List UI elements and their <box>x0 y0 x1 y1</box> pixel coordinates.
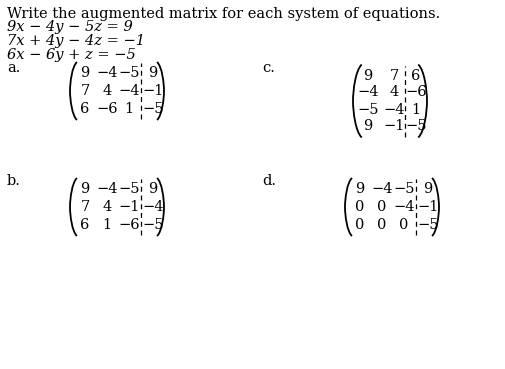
Text: −1: −1 <box>383 120 405 134</box>
Text: −5: −5 <box>118 182 140 196</box>
Text: Write the augmented matrix for each system of equations.: Write the augmented matrix for each syst… <box>7 7 440 21</box>
Text: −6: −6 <box>118 218 140 232</box>
Text: 7: 7 <box>389 69 398 83</box>
Text: −4: −4 <box>383 103 405 117</box>
Text: 6: 6 <box>80 218 90 232</box>
Text: 9x − 4y − 5z = 9: 9x − 4y − 5z = 9 <box>7 20 133 34</box>
Text: −4: −4 <box>357 86 379 100</box>
Text: 0: 0 <box>399 218 409 232</box>
Text: 7: 7 <box>80 200 89 214</box>
Text: −4: −4 <box>142 200 164 214</box>
Text: −6: −6 <box>96 102 118 116</box>
Text: 0: 0 <box>377 218 387 232</box>
Text: 9: 9 <box>423 182 433 196</box>
Text: −5: −5 <box>405 120 427 134</box>
Text: 9: 9 <box>364 69 373 83</box>
Text: 9: 9 <box>356 182 365 196</box>
Text: 7x + 4y − 4z = −1: 7x + 4y − 4z = −1 <box>7 34 145 48</box>
Text: −5: −5 <box>393 182 415 196</box>
Text: 0: 0 <box>356 218 365 232</box>
Text: 0: 0 <box>356 200 365 214</box>
Text: 0: 0 <box>377 200 387 214</box>
Text: −1: −1 <box>417 200 439 214</box>
Text: 9: 9 <box>80 66 89 80</box>
Text: 6: 6 <box>80 102 90 116</box>
Text: −4: −4 <box>393 200 415 214</box>
Text: −5: −5 <box>142 218 164 232</box>
Text: −5: −5 <box>357 103 379 117</box>
Text: −4: −4 <box>96 66 118 80</box>
Text: −5: −5 <box>142 102 164 116</box>
Text: 4: 4 <box>103 84 112 98</box>
Text: 6x − 6y + z = −5: 6x − 6y + z = −5 <box>7 48 136 62</box>
Text: −4: −4 <box>118 84 140 98</box>
Text: 9: 9 <box>80 182 89 196</box>
Text: c.: c. <box>262 61 275 75</box>
Text: −6: −6 <box>405 86 427 100</box>
Text: 9: 9 <box>148 66 158 80</box>
Text: d.: d. <box>262 174 276 188</box>
Text: −1: −1 <box>118 200 140 214</box>
Text: −4: −4 <box>371 182 393 196</box>
Text: 9: 9 <box>364 120 373 134</box>
Text: −4: −4 <box>96 182 118 196</box>
Text: 7: 7 <box>80 84 89 98</box>
Text: 1: 1 <box>124 102 133 116</box>
Text: 4: 4 <box>103 200 112 214</box>
Text: b.: b. <box>7 174 21 188</box>
Text: 1: 1 <box>412 103 421 117</box>
Text: 9: 9 <box>148 182 158 196</box>
Text: −5: −5 <box>118 66 140 80</box>
Text: −1: −1 <box>142 84 164 98</box>
Text: 4: 4 <box>389 86 398 100</box>
Text: 6: 6 <box>411 69 421 83</box>
Text: a.: a. <box>7 61 20 75</box>
Text: −5: −5 <box>417 218 439 232</box>
Text: 1: 1 <box>103 218 112 232</box>
